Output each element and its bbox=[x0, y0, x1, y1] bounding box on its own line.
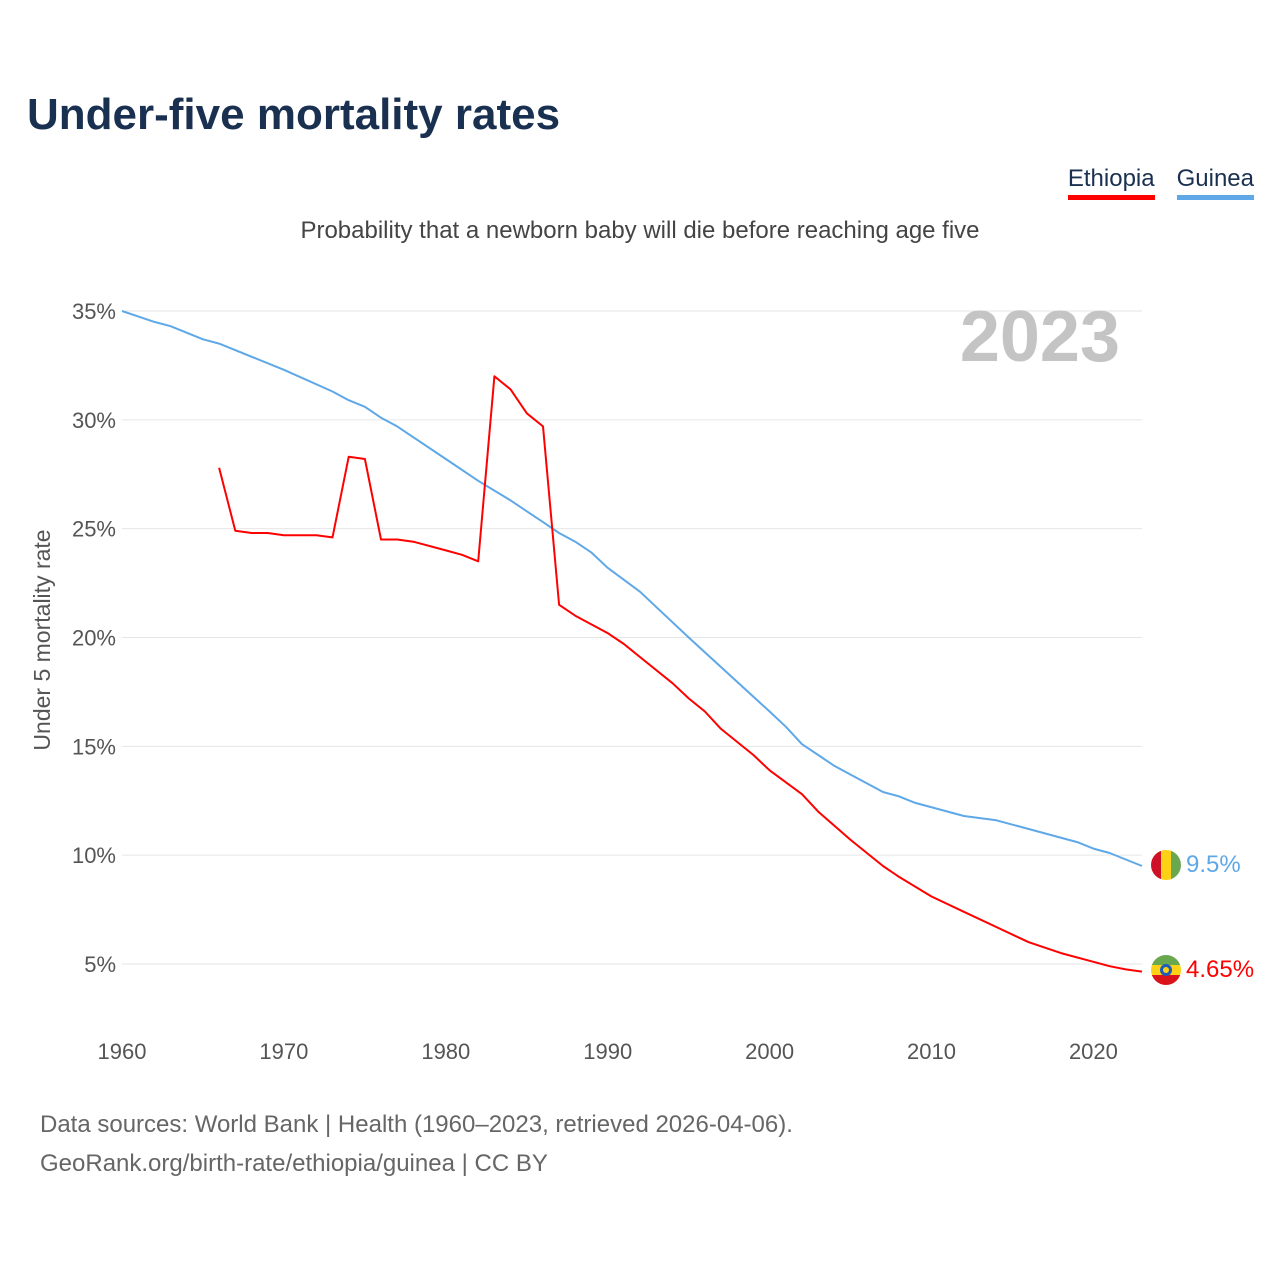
x-tick-label: 1970 bbox=[259, 1039, 308, 1064]
x-tick-label: 2000 bbox=[745, 1039, 794, 1064]
y-tick-label: 30% bbox=[72, 408, 116, 433]
ethiopia-end-label: 4.65% bbox=[1186, 956, 1254, 983]
x-tick-label: 2010 bbox=[907, 1039, 956, 1064]
x-tick-label: 2020 bbox=[1069, 1039, 1118, 1064]
series-line-guinea bbox=[121, 310, 1143, 867]
x-tick-label: 1980 bbox=[421, 1039, 470, 1064]
chart-subtitle: Probability that a newborn baby will die… bbox=[300, 217, 980, 244]
y-tick-label: 20% bbox=[72, 626, 116, 651]
legend-item-guinea[interactable]: Guinea bbox=[1176, 165, 1254, 200]
ethiopia-flag-icon bbox=[1151, 955, 1181, 985]
y-tick-label: 15% bbox=[72, 734, 116, 759]
source-line: Data sources: World Bank | Health (1960–… bbox=[40, 1111, 793, 1138]
guinea-flag-icon bbox=[1151, 850, 1181, 880]
series-line-ethiopia bbox=[218, 375, 1143, 973]
chart-title: Under-five mortality rates bbox=[27, 90, 561, 139]
x-tick-label: 1960 bbox=[98, 1039, 147, 1064]
legend-item-ethiopia[interactable]: Ethiopia bbox=[1067, 165, 1155, 200]
sources: Data sources: World Bank | Health (1960–… bbox=[40, 1105, 793, 1183]
guinea-end-label: 9.5% bbox=[1186, 851, 1241, 878]
legend: Ethiopia Guinea bbox=[1067, 165, 1254, 200]
year-label: 2023 bbox=[960, 297, 1120, 377]
y-tick-label: 5% bbox=[84, 952, 116, 977]
y-tick-label: 25% bbox=[72, 517, 116, 542]
y-tick-label: 10% bbox=[72, 843, 116, 868]
x-tick-label: 1990 bbox=[583, 1039, 632, 1064]
source-link[interactable]: GeoRank.org/birth-rate/ethiopia/guinea |… bbox=[40, 1150, 548, 1177]
y-tick-label: 35% bbox=[72, 299, 116, 324]
y-axis-label: Under 5 mortality rate bbox=[29, 529, 55, 750]
